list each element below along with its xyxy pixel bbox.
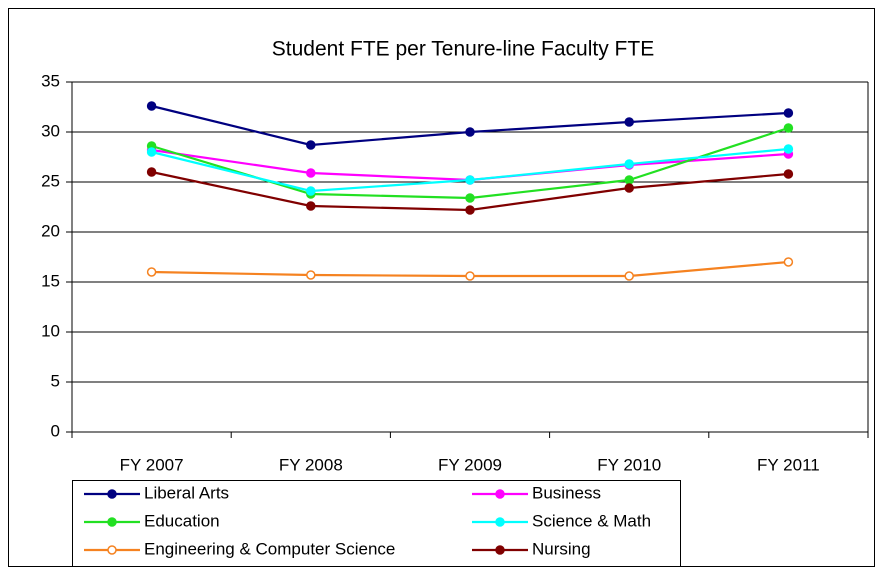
legend-label: Education	[144, 511, 220, 530]
marker	[465, 127, 475, 137]
marker	[465, 193, 475, 203]
marker	[306, 168, 316, 178]
y-tick-label: 5	[51, 371, 60, 390]
marker	[306, 270, 316, 280]
legend-label: Liberal Arts	[144, 483, 229, 502]
marker	[146, 101, 157, 111]
marker	[146, 167, 157, 177]
marker	[624, 117, 634, 127]
marker	[306, 201, 316, 211]
marker	[465, 271, 475, 281]
x-tick-label: FY 2009	[438, 455, 502, 474]
x-tick-label: FY 2010	[597, 455, 661, 474]
legend-marker	[495, 489, 505, 499]
legend-label: Science & Math	[532, 511, 651, 530]
marker	[783, 144, 794, 154]
y-tick-label: 20	[41, 221, 60, 240]
legend-label: Engineering & Computer Science	[144, 539, 395, 558]
y-tick-label: 25	[41, 171, 60, 190]
legend-label: Nursing	[532, 539, 591, 558]
marker	[146, 147, 157, 157]
marker	[624, 183, 634, 193]
y-tick-label: 30	[41, 121, 60, 140]
legend-marker	[107, 517, 117, 527]
x-tick-label: FY 2011	[757, 455, 820, 474]
legend-frame	[72, 480, 681, 567]
marker	[465, 175, 475, 185]
marker	[465, 205, 475, 215]
legend-marker	[495, 545, 505, 555]
marker	[624, 175, 634, 185]
y-tick-label: 10	[41, 321, 60, 340]
marker	[306, 186, 316, 196]
marker	[783, 108, 794, 118]
x-tick-label: FY 2007	[120, 455, 184, 474]
marker	[783, 257, 794, 267]
marker	[624, 159, 634, 169]
y-tick-label: 15	[41, 271, 60, 290]
y-tick-label: 0	[51, 421, 60, 440]
legend-marker	[107, 545, 117, 555]
x-tick-label: FY 2008	[279, 455, 343, 474]
legend-label: Business	[532, 483, 601, 502]
y-tick-label: 35	[41, 71, 60, 90]
legend-marker	[107, 489, 117, 499]
chart-title: Student FTE per Tenure-line Faculty FTE	[272, 38, 654, 61]
marker	[783, 169, 794, 179]
legend-marker	[495, 517, 505, 527]
marker	[624, 271, 634, 281]
marker	[306, 140, 316, 150]
marker	[146, 267, 157, 277]
marker	[783, 123, 794, 133]
